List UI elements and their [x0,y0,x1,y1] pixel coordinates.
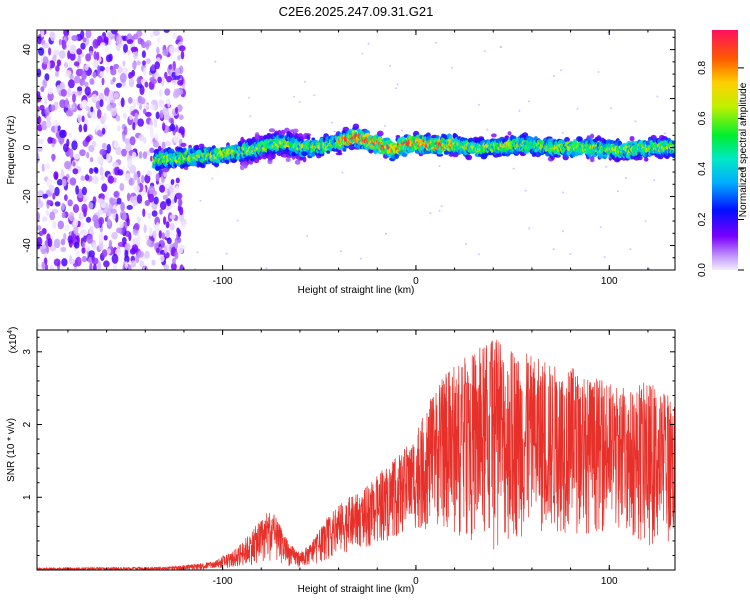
snr-series [37,339,675,570]
snr-yscale-exponent: 4 [7,330,14,334]
colorbar: 0.0 0.2 0.4 0.6 0.8 Normalized spectral ampl… [697,30,749,277]
snr-ytick-label: 1 [22,494,33,500]
snr-xtick-label: 0 [413,576,419,587]
spectrogram-xtick-label: 0 [413,276,419,287]
colorbar-tick-label: 0.2 [697,212,708,226]
snr-xlabel: Height of straight line (km) [298,584,415,595]
chart-title: C2E6.2025.247.09.31.G21 [279,4,434,19]
spectrogram-xlabel: Height of straight line (km) [298,285,415,296]
colorbar-gradient [712,30,738,270]
spectrogram-panel: -100 0 100 -40 -20 0 20 40 Height of straight l… [6,29,676,296]
snr-ticks: -100 0 100 1 2 3 [22,330,675,587]
spectrogram-ytick-label: -20 [22,189,33,204]
spectrogram-heatmap [37,30,675,270]
spectrogram-xtick-label: -100 [213,276,233,287]
colorbar-ticks: 0.0 0.2 0.4 0.6 0.8 [697,61,744,277]
spectrogram-ticks: -100 0 100 -40 -20 0 20 40 [22,30,675,287]
colorbar-tick-label: 0.6 [697,111,708,125]
snr-yscale-base: (x10 [8,333,19,353]
spectrogram-frame [36,29,676,271]
snr-line [37,339,675,570]
snr-ytick-label: 2 [22,421,33,427]
spectrogram-ytick-label: 40 [22,44,33,56]
spectrogram-ylabel: Frequency (Hz) [6,116,17,185]
snr-ylabel: SNR (10 * v/v) [6,418,17,482]
colorbar-tick-label: 0.0 [697,263,708,277]
colorbar-label: Normalized spectral amplitude [738,82,749,217]
snr-panel: -100 0 100 1 2 3 Height of straight line (km)… [6,327,676,595]
snr-ytick-label: 3 [22,349,33,355]
snr-yscale-close: ) [8,327,19,330]
spectrogram-xtick-label: 100 [601,276,618,287]
spectrogram-ytick-label: -40 [22,238,33,253]
colorbar-tick-label: 0.8 [697,61,708,75]
spectrogram-ytick-label: 20 [22,93,33,105]
spectrogram-ytick-label: 0 [22,144,33,150]
snr-xtick-label: 100 [601,576,618,587]
colorbar-tick-label: 0.4 [697,162,708,176]
snr-frame [36,329,676,571]
snr-yscale-label: (x104) [7,327,19,354]
snr-xtick-label: -100 [213,576,233,587]
